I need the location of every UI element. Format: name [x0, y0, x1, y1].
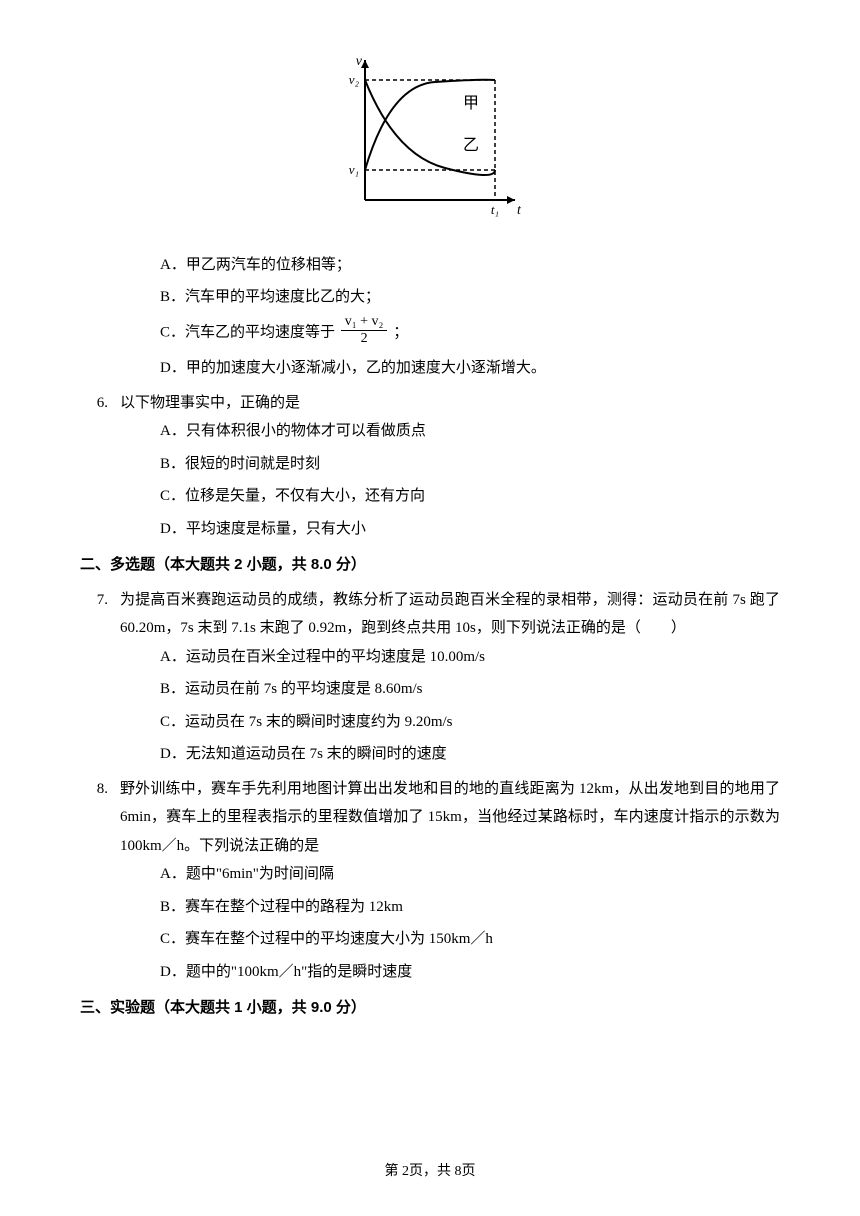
vt-chart: v v₂ v₁ t₁ t 甲 乙 — [335, 50, 525, 231]
q7-option-c: C．运动员在 7s 末的瞬间时速度约为 9.20m/s — [160, 708, 780, 737]
q7-option-d: D．无法知道运动员在 7s 末的瞬间时的速度 — [160, 740, 780, 769]
svg-text:v₁: v₁ — [349, 162, 359, 177]
page-footer: 第 2页，共 8页 — [0, 1159, 860, 1186]
svg-text:乙: 乙 — [463, 137, 479, 154]
q5-option-b: B．汽车甲的平均速度比乙的大； — [160, 283, 780, 312]
svg-text:t₁: t₁ — [491, 202, 499, 217]
question-8: 8. 野外训练中，赛车手先利用地图计算出出发地和目的地的直线距离为 12km，从… — [80, 775, 780, 987]
question-7: 7. 为提高百米赛跑运动员的成绩，教练分析了运动员跑百米全程的录相带，测得：运动… — [80, 586, 780, 769]
q5-option-c: C．汽车乙的平均速度等于 v₁ + v₂ 2 ； — [160, 316, 780, 351]
q5-option-a: A．甲乙两汽车的位移相等； — [160, 251, 780, 280]
q8-option-d: D．题中的"100km／h"指的是瞬时速度 — [160, 958, 780, 987]
fraction-icon: v₁ + v₂ 2 — [341, 314, 388, 349]
q8-option-c: C．赛车在整个过程中的平均速度大小为 150km／h — [160, 925, 780, 954]
q6-stem: 以下物理事实中，正确的是 — [120, 389, 780, 418]
q6-option-c: C．位移是矢量，不仅有大小，还有方向 — [160, 482, 780, 511]
svg-text:甲: 甲 — [463, 95, 479, 112]
vt-chart-container: v v₂ v₁ t₁ t 甲 乙 — [80, 50, 780, 231]
q8-number: 8. — [80, 775, 108, 804]
question-5-options: A．甲乙两汽车的位移相等； B．汽车甲的平均速度比乙的大； C．汽车乙的平均速度… — [80, 251, 780, 383]
section-2-title: 二、多选题（本大题共 2 小题，共 8.0 分） — [80, 551, 780, 580]
section-3-title: 三、实验题（本大题共 1 小题，共 9.0 分） — [80, 994, 780, 1023]
q6-option-a: A．只有体积很小的物体才可以看做质点 — [160, 417, 780, 446]
q6-option-d: D．平均速度是标量，只有大小 — [160, 515, 780, 544]
q6-number: 6. — [80, 389, 108, 418]
question-6: 6. 以下物理事实中，正确的是 A．只有体积很小的物体才可以看做质点 B．很短的… — [80, 389, 780, 544]
q5-c-suffix: ； — [393, 324, 408, 340]
frac-denominator: 2 — [341, 331, 388, 348]
frac-numerator: v₁ + v₂ — [341, 314, 388, 332]
q7-option-b: B．运动员在前 7s 的平均速度是 8.60m/s — [160, 675, 780, 704]
q8-stem: 野外训练中，赛车手先利用地图计算出出发地和目的地的直线距离为 12km，从出发地… — [120, 775, 780, 861]
q5-c-prefix: C．汽车乙的平均速度等于 — [160, 324, 335, 340]
q6-option-b: B．很短的时间就是时刻 — [160, 450, 780, 479]
q7-number: 7. — [80, 586, 108, 615]
q8-option-b: B．赛车在整个过程中的路程为 12km — [160, 893, 780, 922]
q7-option-a: A．运动员在百米全过程中的平均速度是 10.00m/s — [160, 643, 780, 672]
svg-text:t: t — [517, 203, 522, 218]
q5-option-d: D．甲的加速度大小逐渐减小，乙的加速度大小逐渐增大。 — [160, 354, 780, 383]
q8-option-a: A．题中"6min"为时间间隔 — [160, 860, 780, 889]
svg-text:v₂: v₂ — [349, 72, 360, 87]
q7-stem: 为提高百米赛跑运动员的成绩，教练分析了运动员跑百米全程的录相带，测得：运动员在前… — [120, 586, 780, 643]
svg-text:v: v — [356, 54, 363, 69]
